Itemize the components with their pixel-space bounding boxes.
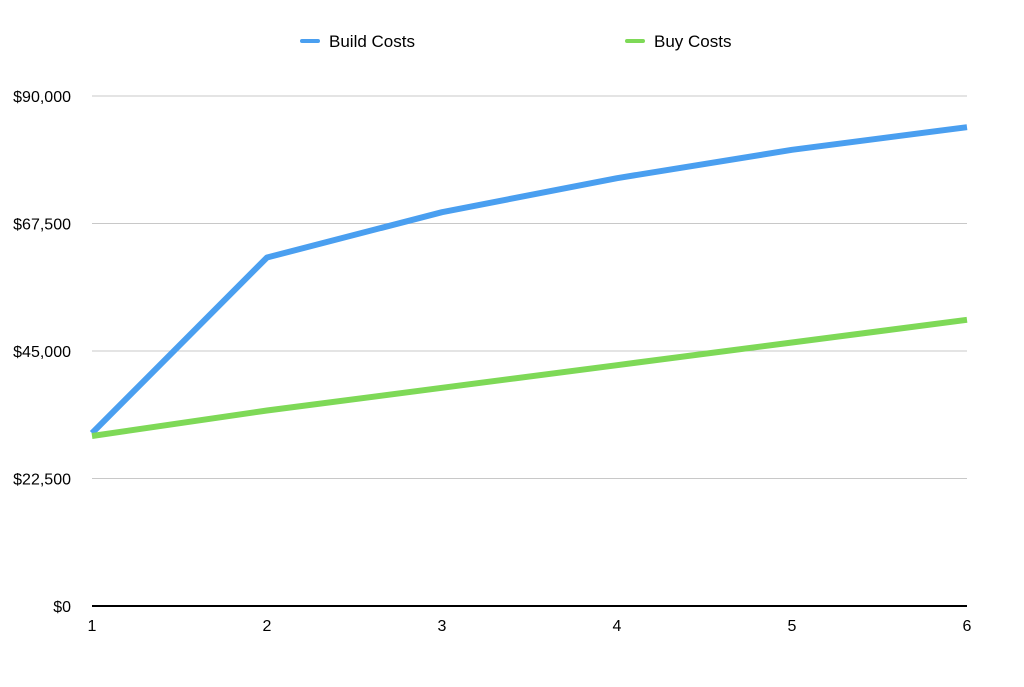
legend-item-build-costs: Build Costs [300,32,415,51]
series-line-build-costs [89,124,968,436]
legend-item-buy-costs: Buy Costs [625,32,731,51]
y-tick-label: $45,000 [13,344,71,361]
x-tick-label: 2 [263,618,272,635]
x-tick-label: 6 [963,618,972,635]
series-lines [89,124,968,439]
legend: Build Costs Buy Costs [300,32,731,51]
y-tick-label: $67,500 [13,217,71,234]
x-tick-label: 4 [613,618,622,635]
y-axis-labels: $0 $22,500 $45,000 $67,500 $90,000 [13,89,71,616]
y-tick-label: $90,000 [13,89,71,106]
x-tick-label: 1 [88,618,97,635]
gridlines [92,95,967,607]
x-axis-labels: 1 2 3 4 5 6 [88,618,972,635]
y-tick-label: $22,500 [13,472,71,489]
x-tick-label: 3 [438,618,447,635]
y-tick-label: $0 [53,599,71,616]
series-line-buy-costs [91,316,968,439]
legend-label-build-costs: Build Costs [329,32,415,51]
x-tick-label: 5 [788,618,797,635]
legend-label-buy-costs: Buy Costs [654,32,731,51]
